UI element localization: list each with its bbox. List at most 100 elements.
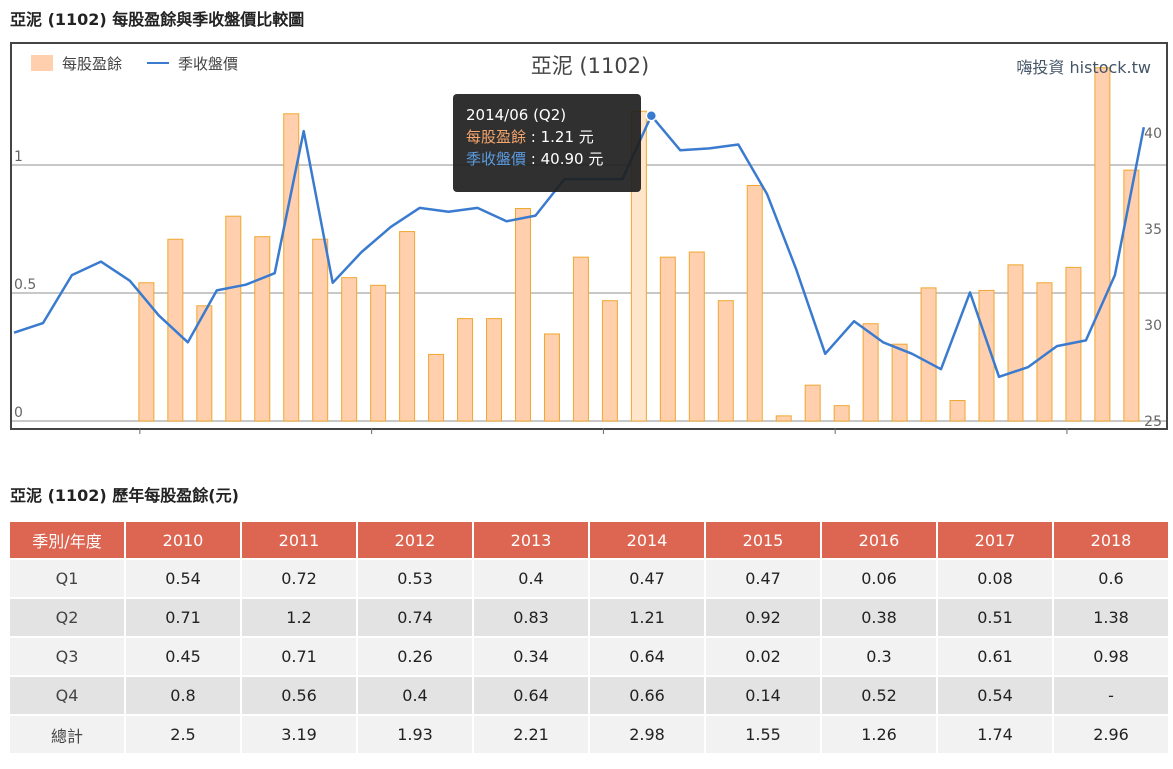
eps-bar[interactable] (775, 415, 792, 422)
eps-bar[interactable] (254, 236, 271, 422)
table-cell: 2.21 (474, 716, 588, 753)
table-cell: 0.61 (938, 638, 1052, 675)
table-header-row: 季別/年度 2010 2011 2012 2013 2014 2015 2016 2017 20… (10, 522, 1168, 558)
tooltip-price-label: 季收盤價 (466, 150, 527, 168)
table-cell: 3.19 (242, 716, 356, 753)
table-cell: 0.54 (938, 677, 1052, 714)
eps-bar[interactable] (891, 343, 908, 422)
eps-bar[interactable] (688, 251, 705, 422)
table-cell: 0.34 (474, 638, 588, 675)
table-year-header: 2011 (242, 522, 356, 558)
table-cell: 0.56 (242, 677, 356, 714)
legend-price-label[interactable]: 季收盤價 (178, 55, 238, 73)
table-cell: 2.98 (590, 716, 704, 753)
y-left-tick-label: 0 (14, 405, 23, 421)
eps-bar[interactable] (1036, 282, 1053, 422)
table-cell: 0.66 (590, 677, 704, 714)
tooltip-sep: : (526, 150, 541, 168)
tooltip-period: 2014/06 (Q2) (466, 106, 567, 124)
y-left-tick-label: 0.5 (14, 277, 36, 293)
tooltip-sep: : (526, 128, 541, 146)
table-cell: 0.47 (706, 560, 820, 597)
table-row-label: Q2 (10, 599, 124, 636)
table-cell: 1.38 (1054, 599, 1168, 636)
table-cell: 1.55 (706, 716, 820, 753)
eps-bar[interactable] (601, 300, 618, 422)
table-cell: 1.26 (822, 716, 936, 753)
table-cell: 0.64 (590, 638, 704, 675)
table-cell: 0.08 (938, 560, 1052, 597)
table-cell: 0.98 (1054, 638, 1168, 675)
table-year-header: 2015 (706, 522, 820, 558)
table-cell: 0.51 (938, 599, 1052, 636)
table-cell: 0.72 (242, 560, 356, 597)
eps-bar[interactable] (138, 282, 155, 422)
eps-bar[interactable] (978, 289, 995, 422)
eps-bar[interactable] (717, 300, 734, 422)
y-right-tick-label: 30 (1144, 318, 1162, 334)
table-cell: 1.21 (590, 599, 704, 636)
table-year-header: 2014 (590, 522, 704, 558)
table-cell: 0.47 (590, 560, 704, 597)
eps-bar[interactable] (1094, 67, 1111, 422)
eps-bar[interactable] (920, 287, 937, 422)
tooltip: 2014/06 (Q2) 每股盈餘 : 1.21 元 季收盤價 : 40.90 … (453, 94, 641, 192)
tooltip-eps-value: 1.21 (540, 128, 575, 146)
axis-ticks: 00.512530354020102012201420162018 (14, 126, 1162, 434)
eps-bar[interactable] (514, 208, 531, 422)
eps-bar[interactable] (370, 284, 387, 422)
table-cell: 2.96 (1054, 716, 1168, 753)
table-cell: 0.4 (474, 560, 588, 597)
table-row-label: Q3 (10, 638, 124, 675)
eps-bar[interactable] (833, 405, 850, 422)
table-cell: 0.52 (822, 677, 936, 714)
eps-bar[interactable] (225, 215, 242, 422)
eps-bar[interactable] (312, 238, 329, 422)
eps-bar[interactable] (341, 277, 358, 422)
legend-eps-swatch (31, 55, 53, 71)
eps-bar[interactable] (196, 305, 213, 422)
table-row: Q2 0.71 1.2 0.74 0.83 1.21 0.92 0.38 0.51 1.38 (10, 599, 1168, 636)
eps-bar[interactable] (428, 353, 445, 422)
eps-bar[interactable] (457, 318, 474, 422)
table-row-label: Q1 (10, 560, 124, 597)
eps-table: 季別/年度 2010 2011 2012 2013 2014 2015 2016 2017 20… (8, 520, 1170, 755)
table-cell: 0.71 (126, 599, 240, 636)
eps-bar[interactable] (283, 113, 300, 422)
table-row: Q3 0.45 0.71 0.26 0.34 0.64 0.02 0.3 0.61 0.98 (10, 638, 1168, 675)
eps-bar[interactable] (1123, 169, 1140, 422)
eps-bar[interactable] (543, 333, 560, 422)
table-corner-header: 季別/年度 (10, 522, 124, 558)
tooltip-eps-label: 每股盈餘 (466, 128, 527, 146)
table-cell: 0.54 (126, 560, 240, 597)
table-cell: 0.06 (822, 560, 936, 597)
table-cell: 0.4 (358, 677, 472, 714)
table-year-header: 2012 (358, 522, 472, 558)
table-cell: 0.8 (126, 677, 240, 714)
table-cell: 0.02 (706, 638, 820, 675)
legend-eps-label[interactable]: 每股盈餘 (62, 55, 122, 73)
eps-bar[interactable] (572, 256, 589, 422)
tooltip-unit: 元 (578, 128, 594, 146)
eps-bar[interactable] (486, 318, 503, 422)
eps-bar[interactable] (659, 256, 676, 422)
table-year-header: 2013 (474, 522, 588, 558)
eps-bar[interactable] (1007, 264, 1024, 422)
y-right-tick-label: 40 (1144, 126, 1162, 142)
table-cell: 0.3 (822, 638, 936, 675)
price-point-highlight[interactable] (645, 109, 658, 122)
table-cell: 0.83 (474, 599, 588, 636)
table-cell: 0.26 (358, 638, 472, 675)
table-year-header: 2017 (938, 522, 1052, 558)
eps-bar[interactable] (804, 384, 821, 422)
table-cell: 2.5 (126, 716, 240, 753)
table-section-title: 亞泥 (1102) 歷年每股盈餘(元) (10, 486, 239, 505)
eps-bar[interactable] (746, 184, 763, 422)
eps-bar[interactable] (399, 231, 416, 422)
eps-bar[interactable] (862, 323, 879, 422)
table-cell: 1.93 (358, 716, 472, 753)
table-cell: - (1054, 677, 1168, 714)
tooltip-price-value: 40.90 (540, 150, 584, 168)
eps-bar[interactable] (949, 400, 966, 422)
chart-title: 亞泥 (1102) (531, 54, 650, 78)
